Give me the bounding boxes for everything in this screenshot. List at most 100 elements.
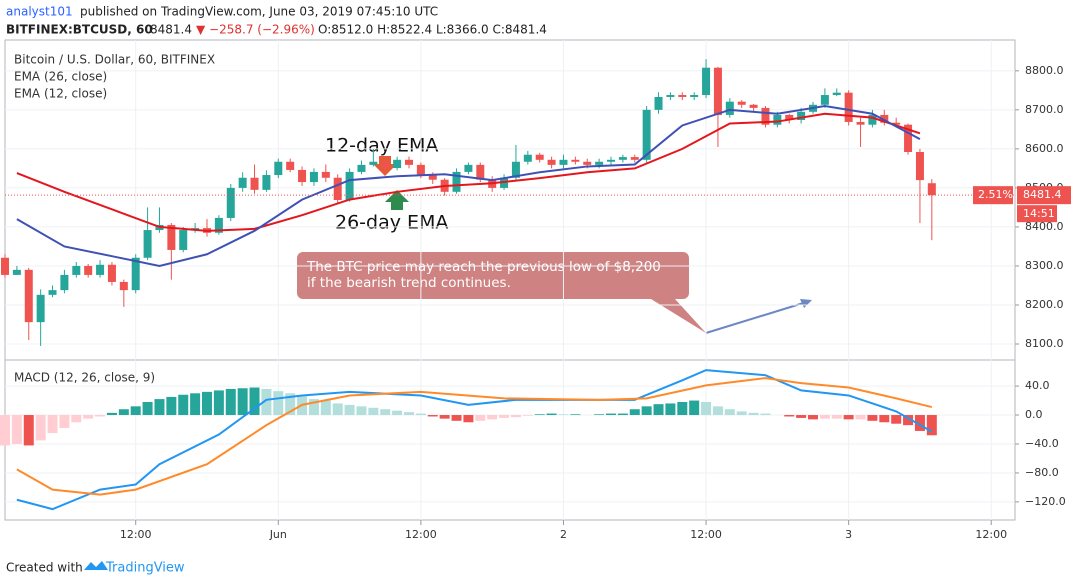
candle-body (725, 101, 734, 115)
candle-body (773, 114, 782, 125)
candle-body (238, 177, 247, 188)
badge-label: 2.51% (978, 188, 1013, 201)
x-tick-label: 3 (845, 528, 852, 541)
candle-body (666, 95, 675, 97)
countdown-label: 14:51 (1023, 207, 1055, 220)
histogram-bar (59, 415, 70, 429)
y-tick-label: 0.0 (1025, 408, 1043, 421)
candle-body (286, 161, 295, 170)
candle-body (915, 152, 924, 181)
histogram-bar (392, 410, 403, 416)
y-tick-label: 8400.0 (1025, 220, 1064, 233)
header-price: 8481.4 (150, 23, 192, 37)
candle-body (630, 157, 639, 160)
histogram-bar (439, 415, 450, 419)
histogram-bar (213, 390, 224, 416)
y-tick-label: −80.0 (1025, 466, 1059, 479)
histogram-bar (178, 394, 189, 416)
histogram-bar (891, 415, 902, 424)
histogram-bar (808, 415, 818, 420)
candle-body (642, 109, 651, 160)
histogram-bar (712, 406, 723, 416)
histogram-bar (499, 415, 510, 418)
histogram-bar (47, 415, 58, 434)
macd-title: MACD (12, 26, close, 9) (14, 371, 155, 385)
histogram-bar (475, 415, 486, 421)
footer-brand: TradingView (105, 561, 185, 576)
histogram-bar (71, 415, 82, 423)
annotation: 26-day EMA (335, 212, 448, 234)
histogram-bar (427, 415, 438, 417)
candle-body (84, 265, 93, 275)
histogram-bar (914, 415, 925, 431)
histogram-bar (689, 400, 700, 416)
candle-body (1, 257, 9, 275)
histogram-bar (142, 401, 153, 416)
histogram-bar (237, 388, 248, 416)
histogram-bar (249, 387, 260, 416)
histogram-bar (606, 413, 616, 416)
histogram-bar (665, 403, 676, 416)
histogram-bar (487, 415, 498, 420)
candle-body (131, 257, 140, 291)
histogram-bar (285, 393, 296, 416)
candle-body (737, 101, 746, 105)
candle-body (72, 265, 81, 275)
histogram-bar (190, 393, 201, 416)
candle-body (381, 161, 390, 168)
histogram-bar (154, 399, 165, 416)
candle-body (369, 161, 378, 165)
candle-body (179, 230, 188, 250)
candle-body (405, 159, 413, 165)
y-tick-label: 40.0 (1025, 379, 1050, 392)
histogram-bar (320, 400, 331, 416)
histogram-bar (130, 406, 141, 416)
callout-text: if the bearish trend continues. (307, 275, 511, 291)
published: published on TradingView.com, June 03, 2… (80, 5, 438, 19)
histogram-bar (344, 404, 355, 416)
candle-body (274, 161, 283, 176)
candle-body (48, 290, 57, 295)
countdown-tag (1017, 205, 1057, 223)
y-tick-label: 8600.0 (1025, 142, 1064, 155)
candle-body (416, 164, 425, 176)
histogram-bar (380, 409, 391, 416)
candle-body (357, 164, 366, 172)
histogram-bar (617, 413, 628, 416)
histogram-bar (308, 399, 319, 416)
header-ohlc: O:8512.0 H:8522.4 L:8366.0 C:8481.4 (318, 23, 547, 37)
candle-body (856, 121, 865, 125)
y-tick-label: −40.0 (1025, 437, 1059, 450)
candle-body (618, 157, 627, 160)
candle-body (785, 114, 794, 120)
histogram-bar (415, 413, 426, 416)
x-tick-label: 12:00 (120, 528, 152, 541)
line (16, 112, 921, 232)
callout-box (297, 252, 706, 333)
line (16, 104, 921, 267)
candle-body (96, 264, 105, 275)
candle-body (761, 107, 770, 125)
trend-arrow (705, 300, 811, 334)
histogram-bar (677, 401, 688, 416)
histogram-bar (558, 414, 569, 416)
price-tag-label: 8481.4 (1023, 188, 1062, 201)
candle-body (262, 175, 271, 190)
y-tick-label: 8200.0 (1025, 298, 1064, 311)
candle-body (844, 92, 853, 122)
histogram-bar (843, 415, 854, 420)
candle-body (820, 95, 829, 105)
footer-created: Created with (6, 561, 83, 575)
histogram-bar (926, 415, 937, 436)
candle-body (595, 161, 604, 165)
histogram-bar (23, 415, 34, 446)
candle-body (452, 171, 461, 192)
candle-body (511, 161, 520, 178)
candle-body (167, 224, 176, 250)
histogram-bar (83, 415, 94, 419)
candle-body (690, 95, 699, 97)
histogram-bar (35, 415, 46, 441)
candle-body (321, 171, 330, 178)
histogram-bar (819, 415, 830, 419)
candle-body (904, 124, 913, 152)
